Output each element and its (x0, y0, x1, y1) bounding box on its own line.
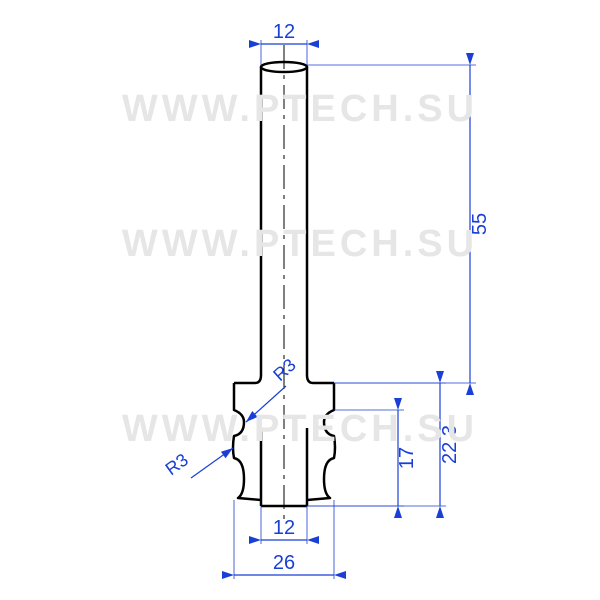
dim-head-dia: 26 (273, 552, 295, 574)
technical-drawing: 12 55 22,3 17 12 26 R3 R3 (0, 0, 600, 600)
dim-shank-dia: 12 (273, 21, 295, 43)
radius-outer: R3 (162, 450, 192, 480)
dim-shank-length: 55 (469, 213, 491, 235)
dim-pilot-dia: 12 (273, 517, 295, 539)
radius-inner: R3 (269, 355, 299, 385)
dim-head-height: 22,3 (439, 425, 461, 464)
dim-cut-height: 17 (396, 447, 418, 469)
